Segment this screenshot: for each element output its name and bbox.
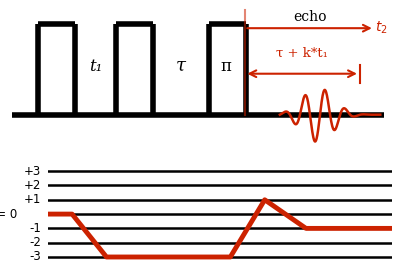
Text: echo: echo [293,10,326,24]
Text: -1: -1 [29,222,41,235]
Text: -2: -2 [29,236,41,249]
Text: π: π [220,58,231,75]
Text: τ + k*t₁: τ + k*t₁ [276,47,328,60]
Text: $t_2$: $t_2$ [376,20,388,36]
Text: p = 0: p = 0 [0,208,17,221]
Text: τ: τ [176,57,186,75]
Text: -3: -3 [29,250,41,263]
Text: +2: +2 [24,179,41,192]
Text: t₁: t₁ [89,58,102,75]
Text: +1: +1 [24,193,41,206]
Text: +3: +3 [24,165,41,178]
